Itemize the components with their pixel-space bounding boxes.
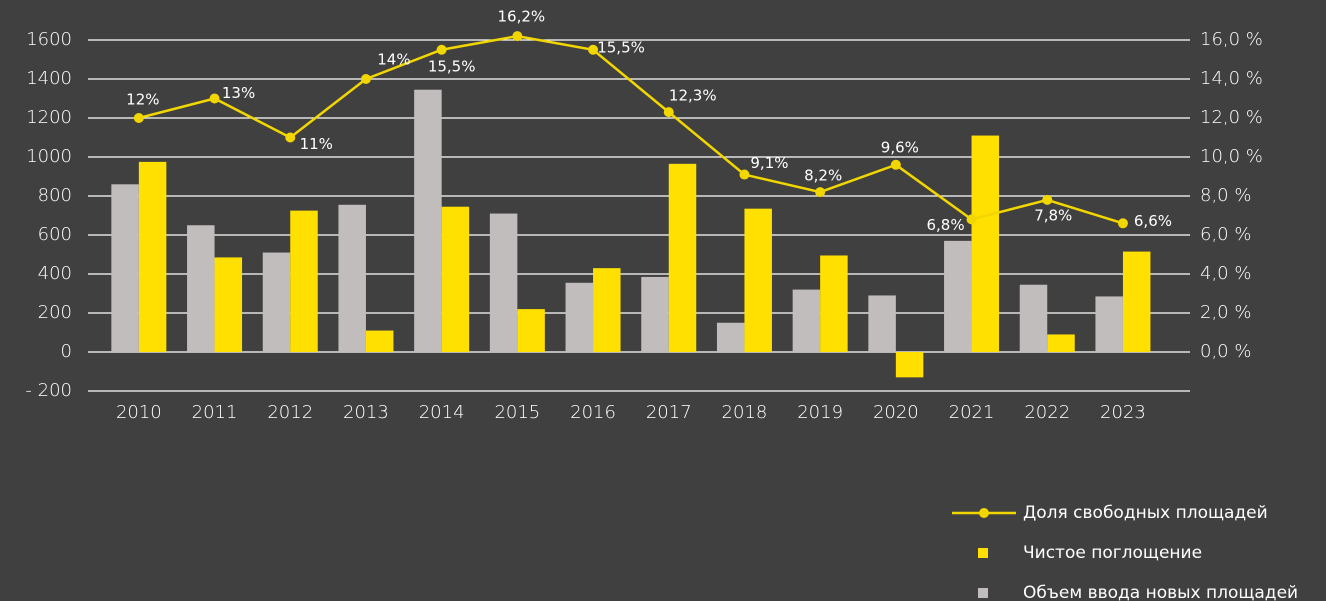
- x-tick-label: 2015: [494, 402, 540, 423]
- bar: [593, 268, 621, 352]
- x-tick-label: 2019: [797, 402, 843, 423]
- value-label: 6,6%: [1134, 212, 1172, 230]
- line-point: [588, 44, 599, 55]
- bar: [138, 161, 167, 352]
- legend-marker: [978, 588, 988, 598]
- line-point: [360, 74, 371, 84]
- x-tick-label: 2010: [116, 402, 162, 423]
- bar: [414, 89, 442, 352]
- y2-tick-label: 12,0 %: [1200, 107, 1263, 128]
- y-tick-label: 1600: [26, 29, 72, 50]
- bar: [290, 210, 318, 352]
- y2-tick-label: 14,0 %: [1200, 68, 1263, 89]
- y2-tick-label: 8,0 %: [1200, 185, 1251, 206]
- bar: [668, 163, 697, 352]
- value-label: 8,2%: [804, 167, 842, 185]
- value-label: 14%: [377, 51, 410, 69]
- line-point: [739, 169, 750, 180]
- bar: [1019, 284, 1048, 352]
- y2-tick-label: 6,0 %: [1200, 224, 1251, 245]
- value-label: 11%: [300, 135, 333, 153]
- y-tick-label: 1000: [26, 146, 72, 167]
- value-label: 13%: [222, 84, 255, 102]
- x-tick-label: 2022: [1024, 402, 1070, 423]
- y2-tick-label: 0,0 %: [1200, 341, 1251, 362]
- x-tick-label: 2018: [722, 402, 768, 423]
- y-tick-label: 1400: [26, 68, 72, 89]
- bar: [111, 184, 139, 352]
- bar: [187, 225, 215, 352]
- bar: [1095, 296, 1123, 352]
- bar: [895, 352, 924, 378]
- y-tick-label: 0: [61, 341, 72, 362]
- legend-label: Доля свободных площадей: [1023, 503, 1268, 523]
- x-tick-label: 2020: [873, 402, 919, 423]
- line-point: [512, 31, 523, 42]
- bar: [868, 295, 896, 352]
- x-tick-label: 2023: [1100, 402, 1146, 423]
- x-tick-label: 2011: [192, 402, 238, 423]
- line-point: [436, 44, 447, 55]
- y2-tick-label: 10,0 %: [1200, 146, 1263, 167]
- line-point: [285, 132, 296, 143]
- bar: [716, 322, 745, 352]
- bar: [365, 330, 394, 352]
- value-label: 12%: [126, 91, 159, 109]
- bar: [338, 204, 366, 352]
- x-tick-label: 2012: [267, 402, 313, 423]
- y-tick-label: 200: [38, 302, 72, 323]
- value-label: 12,3%: [669, 87, 717, 105]
- x-tick-label: 2013: [343, 402, 389, 423]
- value-label: 15,5%: [428, 57, 476, 75]
- value-label: 9,6%: [881, 138, 919, 156]
- bar: [1122, 251, 1151, 352]
- y2-tick-label: 4,0 %: [1200, 263, 1251, 284]
- x-tick-label: 2014: [419, 402, 465, 423]
- bar: [971, 135, 1000, 352]
- line-point: [133, 113, 144, 123]
- bar: [792, 289, 821, 352]
- bar: [262, 252, 291, 352]
- bar: [744, 208, 772, 352]
- bar: [641, 276, 669, 352]
- line-point: [966, 214, 977, 225]
- line-point: [890, 159, 901, 170]
- line-point: [815, 187, 826, 198]
- y-tick-label: 800: [38, 185, 72, 206]
- x-tick-label: 2016: [570, 402, 616, 423]
- legend-marker: [979, 508, 989, 518]
- line-point: [1117, 218, 1128, 229]
- value-label: 7,8%: [1034, 206, 1072, 224]
- bar: [214, 257, 243, 352]
- y2-tick-label: 2,0 %: [1200, 302, 1251, 323]
- value-label: 9,1%: [750, 154, 788, 172]
- line-point: [209, 93, 220, 104]
- y-tick-label: 400: [38, 263, 72, 284]
- x-tick-label: 2021: [949, 402, 995, 423]
- legend-marker: [978, 548, 988, 558]
- bar: [1047, 334, 1075, 352]
- line-point: [1042, 194, 1053, 205]
- legend-label: Чистое поглощение: [1023, 543, 1202, 563]
- bar: [565, 282, 594, 352]
- value-label: 6,8%: [926, 216, 964, 234]
- line: [138, 34, 1124, 225]
- bar: [517, 309, 545, 352]
- line-point: [663, 107, 674, 118]
- bar: [489, 213, 518, 352]
- value-label: 15,5%: [597, 38, 645, 56]
- y-tick-label: - 200: [25, 380, 72, 401]
- bar: [441, 206, 470, 352]
- bar: [820, 255, 848, 352]
- value-label: 16,2%: [498, 8, 546, 26]
- x-tick-label: 2017: [646, 402, 692, 423]
- y2-tick-label: 16,0 %: [1200, 29, 1263, 50]
- legend-label: Объем ввода новых площадей: [1023, 583, 1298, 601]
- bar: [944, 240, 972, 352]
- y-tick-label: 600: [38, 224, 72, 245]
- y-tick-label: 1200: [26, 107, 72, 128]
